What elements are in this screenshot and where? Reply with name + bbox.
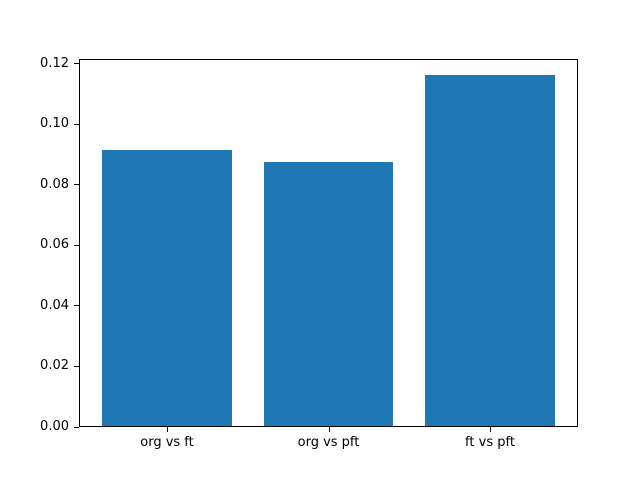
y-tick-label: 0.06 <box>40 237 69 253</box>
y-tick-label: 0.00 <box>40 419 69 434</box>
y-tick-mark <box>74 244 79 246</box>
y-tick-label: 0.08 <box>40 176 69 192</box>
bar-ft-vs-pft <box>425 75 555 427</box>
x-tick-label: org vs ft <box>140 435 194 450</box>
y-tick-mark <box>74 184 79 186</box>
x-tick-mark <box>167 427 168 432</box>
y-tick-label: 0.04 <box>40 297 69 313</box>
y-tick-label: 0.12 <box>40 55 69 71</box>
y-tick-mark <box>74 123 79 125</box>
y-tick-mark <box>74 365 79 367</box>
x-tick-mark <box>328 427 330 432</box>
x-tick-label: ft vs pft <box>465 435 515 450</box>
y-tick-mark <box>74 426 79 428</box>
y-tick-label: 0.10 <box>40 116 69 132</box>
y-tick-mark <box>74 305 79 307</box>
bar-org-vs-pft <box>263 161 394 427</box>
y-tick-mark <box>74 63 79 65</box>
bar-org-vs-ft <box>102 149 232 427</box>
x-tick-label: org vs pft <box>297 435 360 450</box>
x-tick-mark <box>489 427 491 432</box>
y-tick-label: 0.02 <box>40 358 69 374</box>
